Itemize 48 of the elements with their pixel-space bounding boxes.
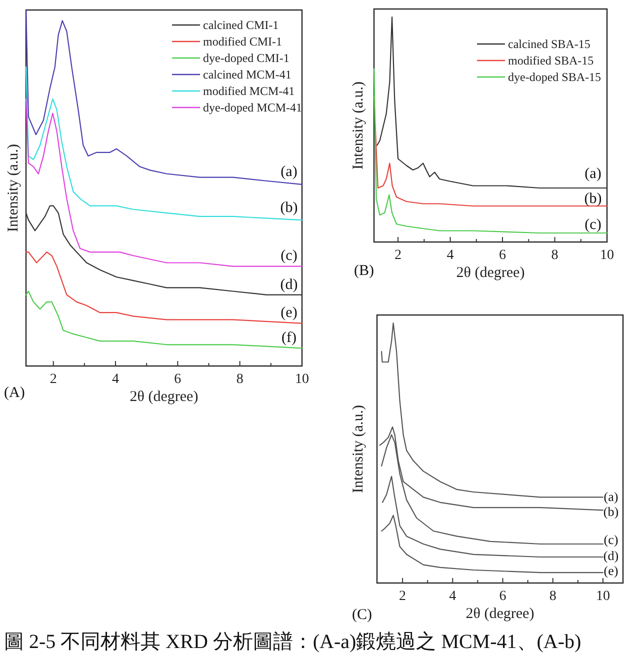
x-tick-label: 8 <box>549 589 556 604</box>
y-axis-title: Intensity (a.u.) <box>350 405 366 493</box>
x-tick-label: 2 <box>399 589 406 604</box>
x-tick-label: 10 <box>596 589 610 604</box>
annotation: (d) <box>603 548 619 563</box>
x-tick-label: 8 <box>236 372 244 387</box>
y-axis-title: Intensity (a.u.) <box>5 144 22 232</box>
text: (A) <box>4 385 25 401</box>
legend-label: calcined MCM-41 <box>203 68 292 82</box>
text: (B) <box>354 263 374 279</box>
text: (C) <box>352 607 372 623</box>
x-tick-label: 4 <box>112 372 120 387</box>
annotation: (f) <box>282 330 296 346</box>
annotation: (b) <box>603 504 619 519</box>
annotation: (a) <box>280 164 298 180</box>
annotation: (c) <box>280 248 298 264</box>
legend-label: dye-doped SBA-15 <box>508 70 601 84</box>
x-axis-title: 2θ (degree) <box>130 389 198 405</box>
annotation: (e) <box>604 563 618 578</box>
annotation: (b) <box>584 191 602 207</box>
x-tick-label: 10 <box>295 372 309 387</box>
legend-label: modified CMI-1 <box>203 34 282 49</box>
annotation: (c) <box>604 532 618 547</box>
x-tick-label: 6 <box>499 589 506 604</box>
annotation: (c) <box>584 217 602 233</box>
caption: 圖 2-5 不同材料其 XRD 分析圖譜：(A-a)鍛燒過之 MCM-41、(A-b) <box>4 631 582 653</box>
legend-label: modified SBA-15 <box>508 54 594 68</box>
legend-label: calcined CMI-1 <box>203 18 279 32</box>
x-axis-title: 2θ (degree) <box>466 606 534 622</box>
legend-label: modified MCM-41 <box>203 84 295 98</box>
x-tick-label: 8 <box>551 248 558 263</box>
x-tick-label: 10 <box>600 248 614 263</box>
x-tick-label: 4 <box>446 248 454 263</box>
x-tick-label: 6 <box>174 372 182 387</box>
annotation: (a) <box>604 489 618 504</box>
annotation: (e) <box>280 305 298 321</box>
y-axis-title: Intensity (a.u.) <box>350 82 366 170</box>
x-tick-label: 4 <box>449 589 456 604</box>
annotation: (a) <box>584 166 602 182</box>
x-tick-label: 2 <box>50 372 57 387</box>
x-tick-label: 6 <box>499 248 506 263</box>
legend-label: dye-doped CMI-1 <box>203 51 290 66</box>
legend-label: dye-doped MCM-41 <box>203 100 302 115</box>
annotation: (d) <box>280 277 298 293</box>
annotation: (b) <box>280 200 298 216</box>
x-axis-title: 2θ (degree) <box>456 265 525 281</box>
x-tick-label: 2 <box>394 248 402 263</box>
legend-label: calcined SBA-15 <box>508 37 590 52</box>
